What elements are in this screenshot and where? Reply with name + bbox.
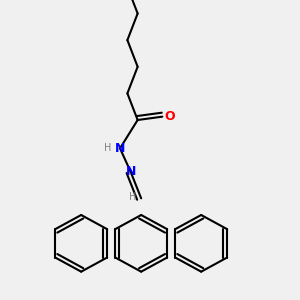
Text: O: O xyxy=(164,110,175,123)
Text: N: N xyxy=(125,165,136,178)
Text: N: N xyxy=(115,142,125,155)
Text: H: H xyxy=(129,192,136,202)
Text: H: H xyxy=(104,143,111,153)
